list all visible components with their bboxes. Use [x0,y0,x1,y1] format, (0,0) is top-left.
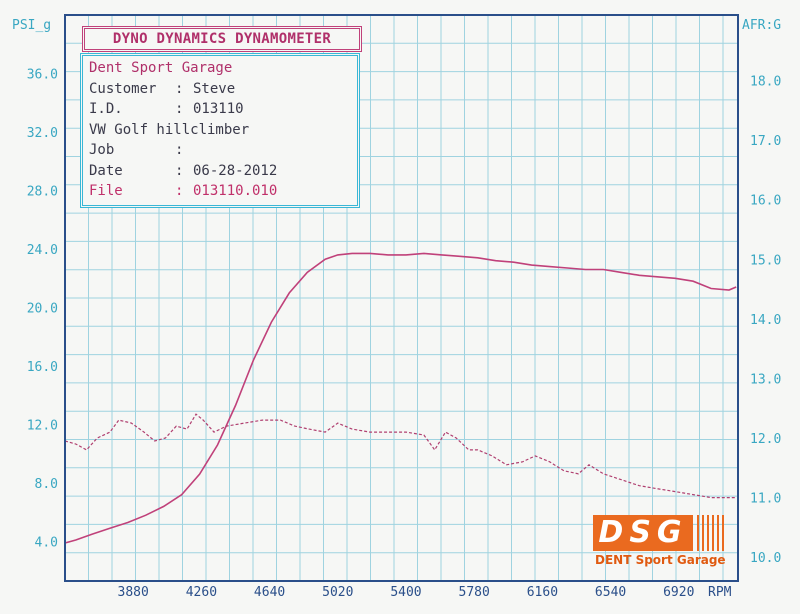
y-right-tick-label: 17.0 [750,134,781,149]
dsg-logo: DSG DENT Sport Garage [593,515,727,569]
info-value: 013110 [193,101,244,117]
x-tick-label: 4260 [186,585,217,600]
x-tick-label: 4640 [254,585,285,600]
y-left-tick-label: 16.0 [27,360,58,375]
boost-series-line [64,252,737,544]
logo-mark: DSG [593,515,693,551]
info-key: Customer [89,80,157,97]
y-left-tick-label: 32.0 [27,126,58,141]
afr-series-line [64,413,737,499]
y-left-tick-label: 28.0 [27,185,58,200]
chart-series [64,252,737,544]
y-right-tick-label: 14.0 [750,313,781,328]
info-key: File [89,183,123,199]
info-sep: : [175,142,184,158]
info-sep: : [175,80,184,97]
info-value: 013110.010 [193,183,278,199]
y-right-tick-label: 16.0 [750,194,781,209]
info-row-id: I.D. : 013110 [83,99,357,120]
x-tick-label: 3880 [118,585,149,600]
y-left-tick-label: 20.0 [27,302,58,317]
y-right-unit-label: AFR:G [742,18,781,33]
info-key: Job [89,142,115,158]
info-key: VW Golf hillclimber [89,121,250,138]
info-value: 06-28-2012 [193,162,278,179]
x-tick-label: 5780 [459,585,490,600]
y-left-tick-label: 24.0 [27,243,58,258]
y-left-tick-label: 8.0 [35,477,58,492]
info-row-file: File : 013110.010 [83,181,357,202]
y-left-tick-label: 12.0 [27,419,58,434]
y-left-tick-label: 4.0 [35,536,58,551]
chart-ticks: 4.0 8.0 12.0 16.0 20.0 24.0 28.0 32.0 36.0 10.0 11… [12,18,781,600]
info-row-vehicle: VW Golf hillclimber [83,120,357,141]
logo-stripes [697,515,725,551]
info-key: Date [89,162,123,179]
info-sep: : [175,101,184,117]
info-key: I.D. [89,101,123,117]
x-unit-label: RPM [708,585,732,600]
x-tick-label: 5400 [390,585,421,600]
y-left-unit-label: PSI_g [12,18,51,33]
run-info-panel: Dent Sport Garage Customer : Steve I.D. … [80,53,360,208]
y-right-tick-label: 18.0 [750,75,781,90]
x-tick-label: 6920 [663,585,694,600]
logo-tagline: DENT Sport Garage [595,553,726,567]
info-value: Steve [193,80,236,97]
info-sep: : [175,162,184,179]
info-row-job: Job : [83,140,357,161]
info-row-customer: Customer : Steve [83,79,357,100]
y-right-tick-label: 15.0 [750,253,781,268]
y-right-tick-label: 12.0 [750,432,781,447]
x-tick-label: 6160 [527,585,558,600]
y-left-tick-label: 36.0 [27,68,58,83]
x-tick-label: 6540 [595,585,626,600]
x-tick-label: 5020 [322,585,353,600]
info-sep: : [175,183,184,199]
info-row-date: Date : 06-28-2012 [83,161,357,182]
y-right-tick-label: 10.0 [750,551,781,566]
y-right-tick-label: 11.0 [750,492,781,507]
shop-name: Dent Sport Garage [89,60,233,76]
chart-title: DYNO DYNAMICS DYNAMOMETER [82,26,362,52]
plot-frame [64,14,739,582]
y-right-tick-label: 13.0 [750,372,781,387]
